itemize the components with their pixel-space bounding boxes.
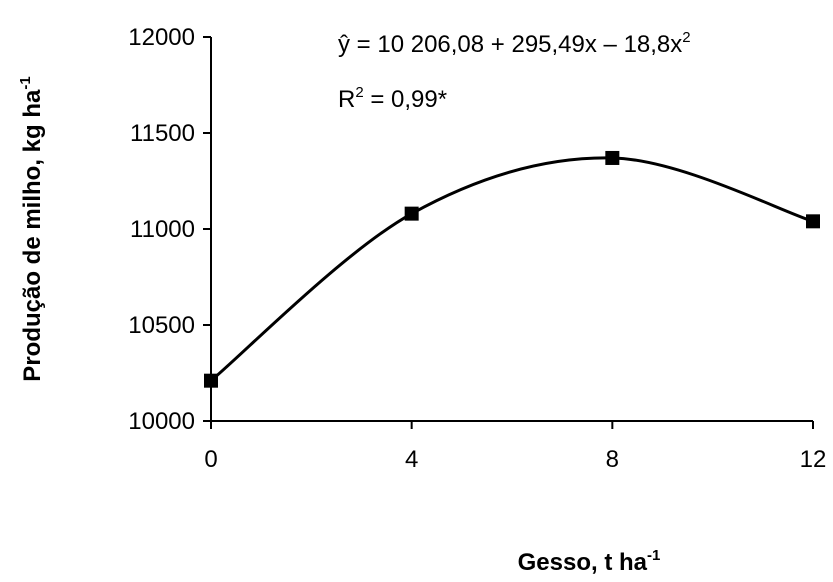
x-tick-label: 8 [606,446,619,473]
y-tick-label: 12000 [128,24,195,51]
data-point-marker [605,150,620,165]
equation-annotation: ŷ = 10 206,08 + 295,49x – 18,8x2 [338,29,691,58]
points-layer [204,150,820,388]
x-tick-label: 12 [800,446,827,473]
r2-prefix: R [338,86,355,113]
y-tick-label: 11000 [130,216,195,243]
y-axis-title: Produção de milho, kg ha-1 [17,76,46,381]
fit-layer [210,156,814,382]
x-axis-title: Gesso, t ha-1 [518,547,661,576]
y-axis-title-superscript: -1 [17,76,34,89]
equation-superscript: 2 [682,29,690,46]
equation-text: ŷ = 10 206,08 + 295,49x – 18,8x [338,31,682,58]
axes [210,37,813,422]
y-ticks: 10000 10500 11000 11500 12000 [128,24,211,435]
x-axis-title-superscript: -1 [647,547,660,564]
y-tick-label: 10000 [128,408,195,435]
r2-value: = 0,99* [364,86,447,113]
r2-superscript: 2 [355,84,363,101]
x-tick-label: 4 [405,446,418,473]
fit-curve [210,156,814,382]
x-ticks: 0 4 8 12 [204,421,826,473]
data-point-marker [404,206,419,221]
y-tick-label: 11500 [130,120,195,147]
r2-annotation: R2 = 0,99* [338,84,447,113]
x-axis-title-text: Gesso, t ha [518,549,648,576]
data-point-marker [204,373,218,388]
x-tick-label: 0 [204,446,217,473]
y-tick-label: 10500 [128,312,195,339]
y-axis-title-text: Produção de milho, kg ha [19,89,46,382]
data-point-marker [806,214,820,229]
